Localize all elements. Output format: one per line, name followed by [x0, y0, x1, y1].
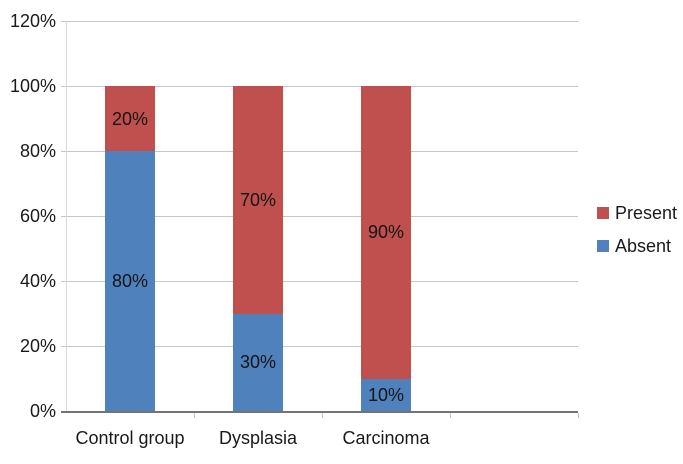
legend-swatch-icon [597, 207, 609, 219]
y-tick-label: 80% [19, 141, 56, 161]
legend-label: Present [615, 203, 678, 223]
legend-swatch-icon [597, 240, 609, 252]
y-tick-label: 120% [9, 11, 56, 31]
gridline [61, 20, 578, 22]
bar-segment-absent-2 [361, 378, 411, 411]
bar-segment-present-1 [233, 86, 283, 314]
legend: Present Absent [597, 204, 677, 270]
bar-data-label: 90% [367, 222, 405, 243]
bar-data-label: 80% [111, 271, 149, 291]
bar-data-label: 10% [367, 384, 405, 405]
y-tick-label: 60% [19, 206, 56, 226]
y-tick-label: 40% [19, 271, 56, 291]
gridline [61, 280, 578, 282]
gridline [61, 85, 578, 87]
legend-label: Absent [615, 236, 672, 256]
y-tick-label: 20% [19, 336, 56, 356]
legend-entry-present: Present [597, 204, 677, 222]
bar-segment-present-0 [105, 86, 155, 151]
x-category-label: Control group [75, 428, 185, 448]
x-axis-tick [322, 413, 323, 418]
legend-entry-absent: Absent [597, 237, 677, 255]
x-axis-tick [194, 413, 195, 418]
x-category-label: Carcinoma [342, 428, 430, 448]
y-axis-line [66, 21, 67, 411]
x-category-label: Dysplasia [218, 428, 298, 448]
x-axis-tick [450, 413, 451, 418]
x-axis-line [61, 411, 578, 413]
gridline [61, 215, 578, 217]
bar-data-label: 20% [111, 108, 149, 129]
bar-data-label: 70% [239, 189, 277, 210]
bar-data-label: 30% [239, 352, 277, 373]
bar-segment-absent-0 [105, 151, 155, 411]
x-axis-tick [578, 413, 579, 418]
bar-segment-absent-1 [233, 313, 283, 411]
bar-segment-present-2 [361, 86, 411, 379]
gridline [61, 150, 578, 152]
y-tick-label: 0% [29, 401, 56, 421]
y-tick-label: 100% [9, 76, 56, 96]
gridline [61, 345, 578, 347]
